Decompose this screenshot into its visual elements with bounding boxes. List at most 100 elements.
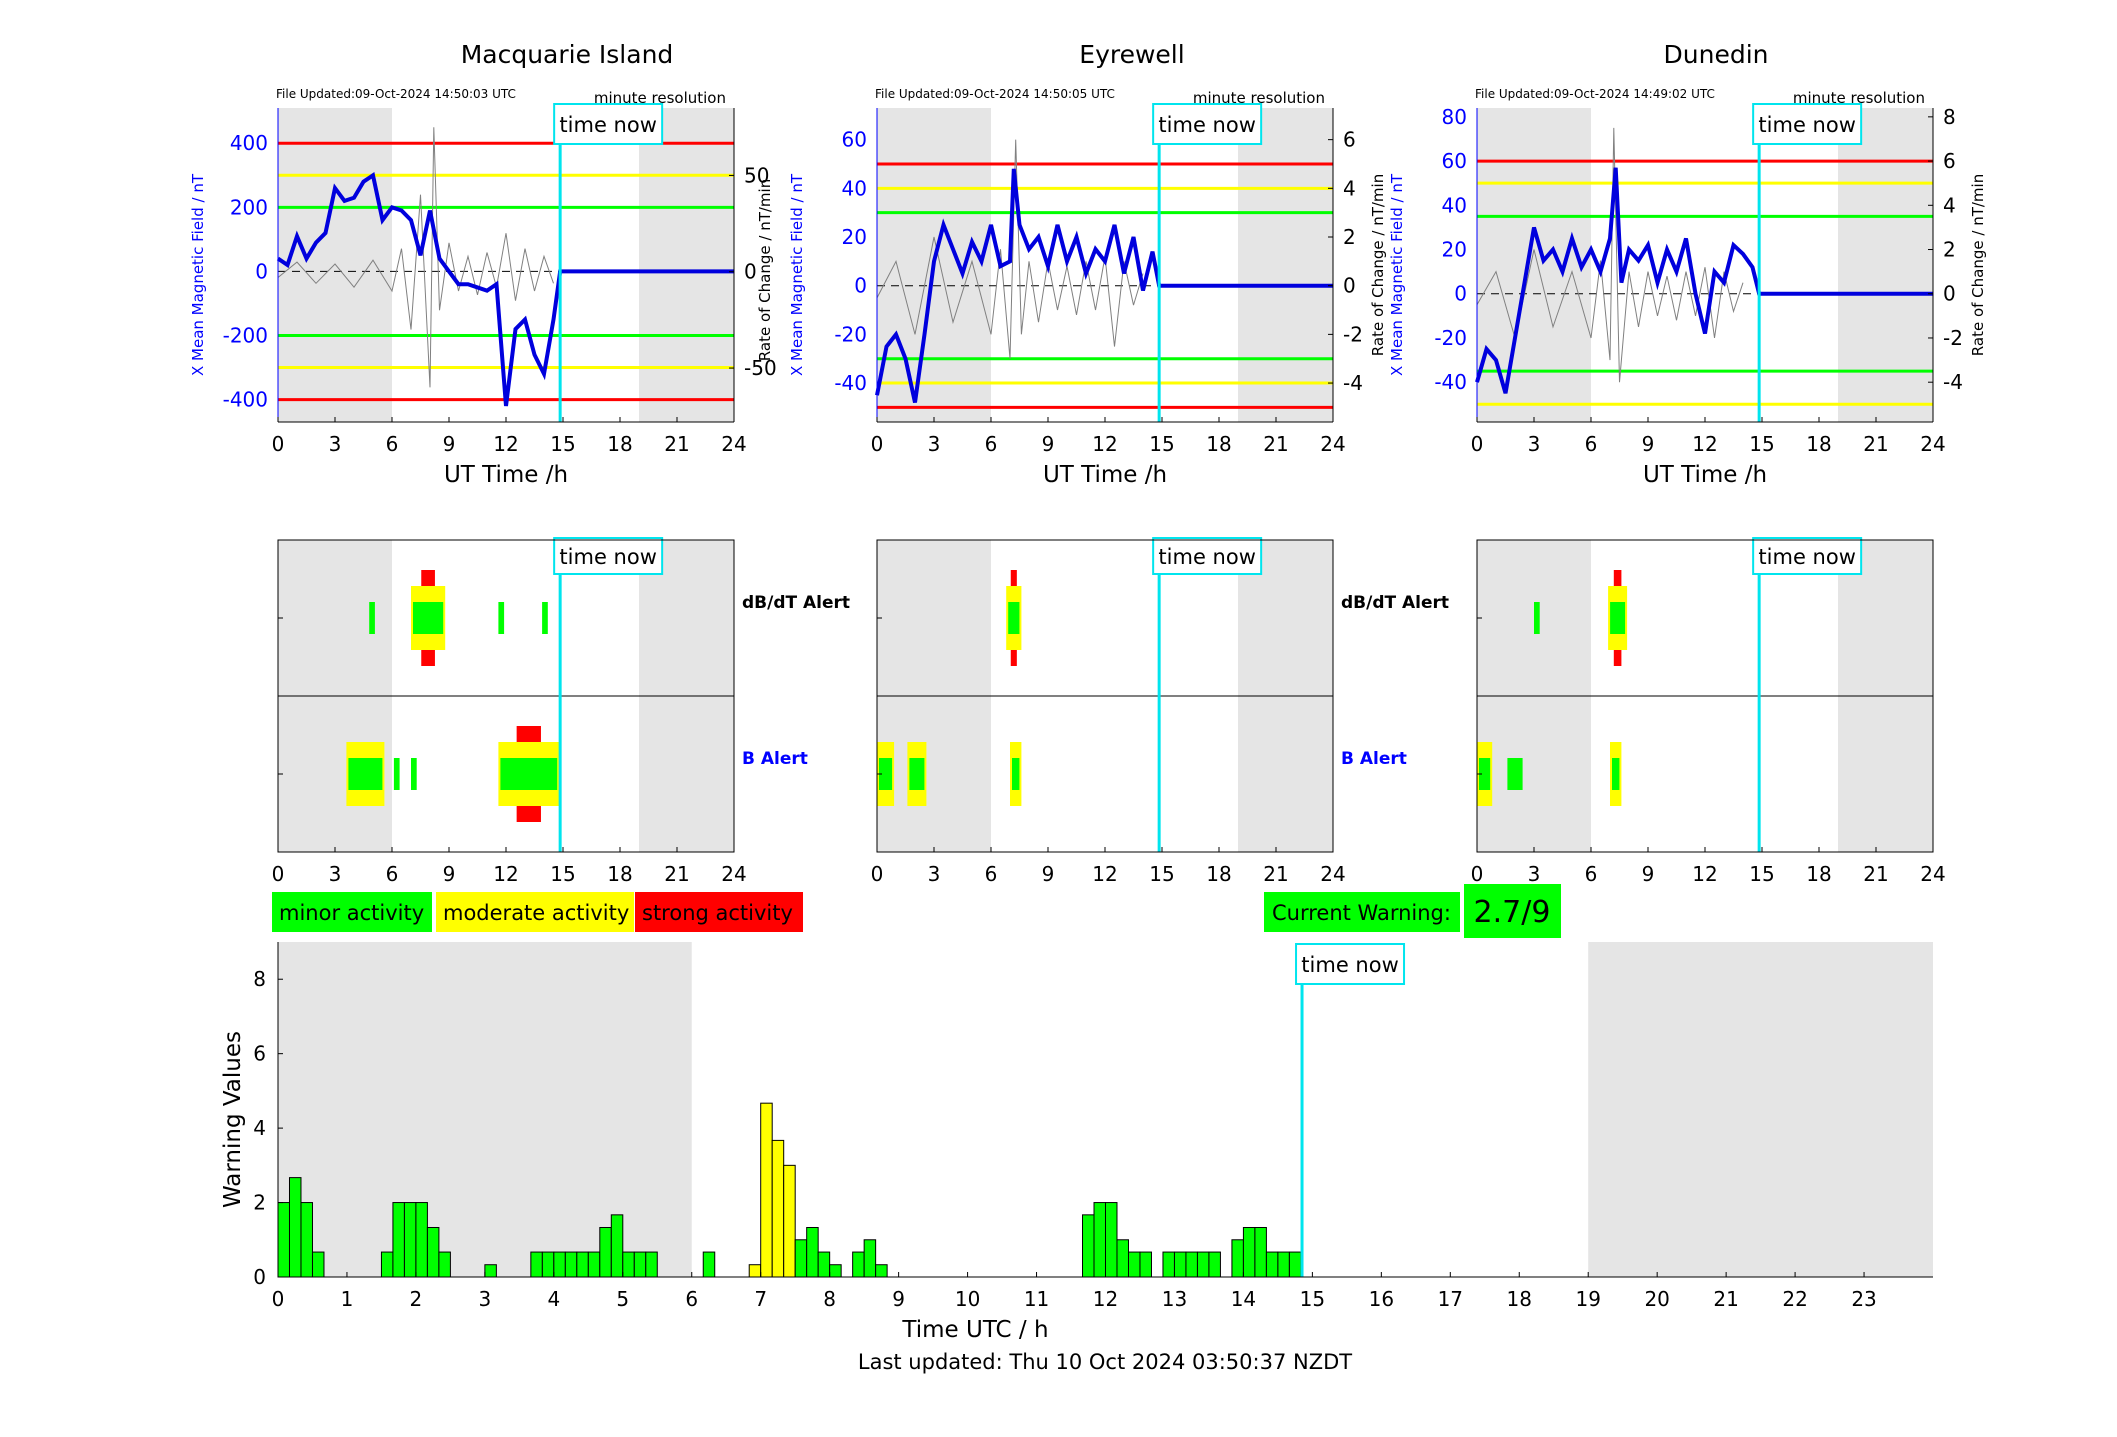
x-field-series [1475, 167, 1933, 394]
y-axis-label-right: Rate of Change / nT/min [756, 179, 774, 361]
x-tick-label: 7 [754, 1287, 767, 1311]
activity-legend: minor activity moderate activity strong … [272, 892, 803, 932]
y-tick-label-right: -4 [1343, 371, 1363, 395]
warning-bar [1242, 1226, 1256, 1278]
warning-bar [1208, 1251, 1221, 1278]
y-tick-label-right: 8 [1943, 105, 1956, 129]
warning-bar [587, 1251, 601, 1278]
warning-bar [852, 1251, 865, 1278]
warning-bar [783, 1164, 796, 1278]
x-tick-label: 15 [1749, 862, 1774, 886]
panel-title-dunedin: Dunedin [1664, 40, 1769, 69]
warning-bar [392, 1202, 405, 1278]
warning-bar [438, 1251, 451, 1278]
warning-bar [288, 1177, 302, 1278]
time-now-box [1295, 943, 1406, 985]
y-tick-label-left: 80 [1442, 105, 1467, 129]
alert-row-label: B Alert [742, 749, 808, 769]
y-tick-label-right: -4 [1943, 370, 1963, 394]
x-tick-label: 24 [721, 862, 746, 886]
night-shade [1477, 108, 1591, 422]
y-tick-label-left: 20 [1442, 238, 1467, 262]
y-axis-label: Warning Values [220, 1031, 246, 1208]
time-now-label: time now [1758, 545, 1855, 569]
y-tick-label-right: 6 [1343, 128, 1356, 152]
y-tick-label-right: -2 [1943, 326, 1963, 350]
alert-event-green [413, 602, 444, 634]
y-tick-label-right: 0 [1943, 282, 1956, 306]
current-warning-value-box [1464, 884, 1561, 938]
alert-row-label: dB/dT Alert [742, 593, 850, 613]
resolution-text: minute resolution [1193, 89, 1325, 107]
alert-event-green [1534, 602, 1540, 634]
x-tick-label: 18 [607, 432, 632, 456]
x-tick-label: 18 [1206, 432, 1231, 456]
warning-bar [1093, 1202, 1107, 1278]
y-tick-label-right: 4 [1343, 176, 1356, 200]
warning-bar [829, 1264, 842, 1278]
file-updated-text: File Updated:09-Oct-2024 14:50:05 UTC [875, 87, 1115, 101]
x-tick-label: 24 [1320, 432, 1345, 456]
x-tick-label: 18 [1806, 862, 1831, 886]
x-tick-label: 12 [493, 862, 518, 886]
time-now-box [553, 537, 664, 575]
x-tick-label: 15 [550, 432, 575, 456]
night-shade [639, 108, 734, 422]
x-tick-label: 6 [685, 1287, 698, 1311]
y-tick-label-right: -50 [744, 356, 777, 380]
x-tick-label: 0 [272, 862, 285, 886]
alert-event-green [348, 758, 383, 790]
x-tick-label: 12 [1692, 432, 1717, 456]
x-tick-label: 12 [1093, 1287, 1118, 1311]
x-tick-label: 21 [1263, 432, 1288, 456]
legend-minor-label: minor activity [279, 901, 424, 925]
x-field-series [875, 168, 1333, 403]
alert-event-green [393, 758, 400, 790]
x-tick-label: 9 [443, 862, 456, 886]
warning-bar [771, 1139, 785, 1278]
warning-bar [564, 1251, 578, 1278]
y-axis-label-left: X Mean Magnetic Field / nT [189, 173, 207, 376]
warning-bar [1196, 1251, 1210, 1278]
resolution-text: minute resolution [1793, 89, 1925, 107]
y-tick-label: 2 [253, 1191, 266, 1215]
warning-bar [599, 1226, 612, 1278]
y-tick-label-right: 50 [744, 163, 769, 187]
x-tick-label: 20 [1644, 1287, 1669, 1311]
warning-bar [1082, 1214, 1095, 1278]
night-shade [1238, 108, 1333, 422]
x-tick-label: 6 [985, 432, 998, 456]
x-tick-label: 18 [1206, 862, 1231, 886]
x-tick-label: 16 [1369, 1287, 1394, 1311]
y-tick-label-left: -400 [223, 388, 268, 412]
warning-bar [622, 1251, 635, 1278]
alert-event-green [1008, 602, 1020, 634]
x-tick-label: 3 [1528, 862, 1541, 886]
x-tick-label: 4 [547, 1287, 560, 1311]
y-tick-label-left: 200 [230, 195, 268, 219]
x-tick-label: 9 [892, 1287, 905, 1311]
night-shade [1588, 942, 1933, 1277]
x-tick-label: 12 [493, 432, 518, 456]
alert-event-green [1507, 758, 1523, 790]
x-axis-label: UT Time /h [1043, 462, 1167, 488]
warning-bar [863, 1239, 877, 1278]
warning-bar [311, 1251, 325, 1278]
x-tick-label: 15 [1149, 862, 1174, 886]
warning-bar [1254, 1226, 1267, 1278]
night-shade [1838, 108, 1933, 422]
x-tick-label: 12 [1092, 862, 1117, 886]
file-updated-text: File Updated:09-Oct-2024 14:50:03 UTC [276, 87, 516, 101]
legend-strong-label: strong activity [642, 901, 793, 925]
y-tick-label-right: 4 [1943, 193, 1956, 217]
y-tick-label-left: 60 [1442, 149, 1467, 173]
warning-bar [1288, 1251, 1302, 1278]
x-tick-label: 14 [1231, 1287, 1256, 1311]
alert-event-green [909, 758, 925, 790]
y-tick-label-right: 2 [1943, 238, 1956, 262]
x-tick-label: 12 [1092, 432, 1117, 456]
time-now-box [1152, 537, 1263, 575]
x-tick-label: 6 [1585, 862, 1598, 886]
warning-bar [875, 1264, 888, 1278]
x-tick-label: 24 [721, 432, 746, 456]
